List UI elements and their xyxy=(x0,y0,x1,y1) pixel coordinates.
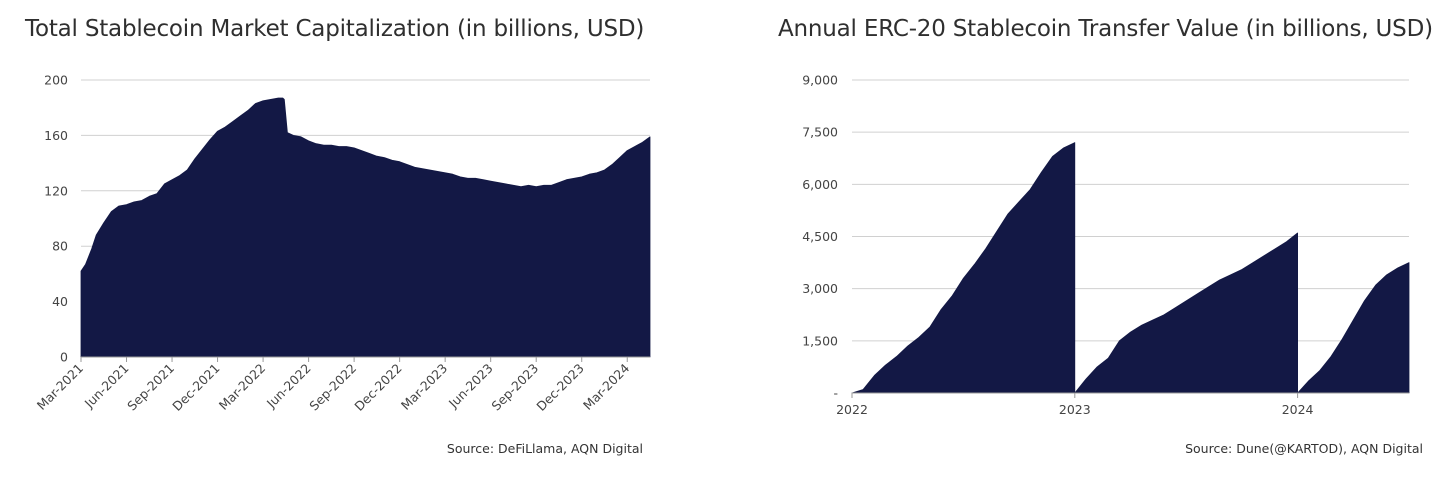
y-tick-label: 40 xyxy=(52,294,68,309)
source-note-market-cap: Source: DeFiLlama, AQN Digital xyxy=(446,441,643,456)
y-tick-label: 200 xyxy=(44,73,68,88)
y-tick-label: 9,000 xyxy=(802,73,838,88)
y-tick-label: 120 xyxy=(44,183,68,198)
y-tick-label: 4,500 xyxy=(802,229,838,244)
y-tick-label: 6,000 xyxy=(802,177,838,192)
market-cap-area-chart: 04080120160200Mar-2021Jun-2021Sep-2021De… xyxy=(34,73,651,414)
area-series-2023 xyxy=(1074,232,1298,394)
source-note-transfer-value: Source: Dune(@KARTOD), AQN Digital xyxy=(1185,441,1423,456)
y-tick-label: 0 xyxy=(60,350,68,365)
x-tick-label: 2024 xyxy=(1282,402,1314,417)
chart-title-transfer-value: Annual ERC-20 Stablecoin Transfer Value … xyxy=(778,16,1433,42)
area-series-market-cap xyxy=(80,97,651,358)
area-series-2024 xyxy=(1297,262,1410,394)
chart-title-market-cap: Total Stablecoin Market Capitalization (… xyxy=(25,16,645,42)
y-tick-label: 7,500 xyxy=(802,125,838,140)
y-tick-label: - xyxy=(833,386,838,401)
y-tick-label: 80 xyxy=(52,239,68,254)
y-tick-label: 3,000 xyxy=(802,281,838,296)
area-series-2022 xyxy=(851,142,1076,394)
x-tick-label: 2022 xyxy=(836,402,868,417)
x-tick-label: 2023 xyxy=(1059,402,1091,417)
y-tick-label: 160 xyxy=(44,128,68,143)
y-tick-label: 1,500 xyxy=(802,333,838,348)
